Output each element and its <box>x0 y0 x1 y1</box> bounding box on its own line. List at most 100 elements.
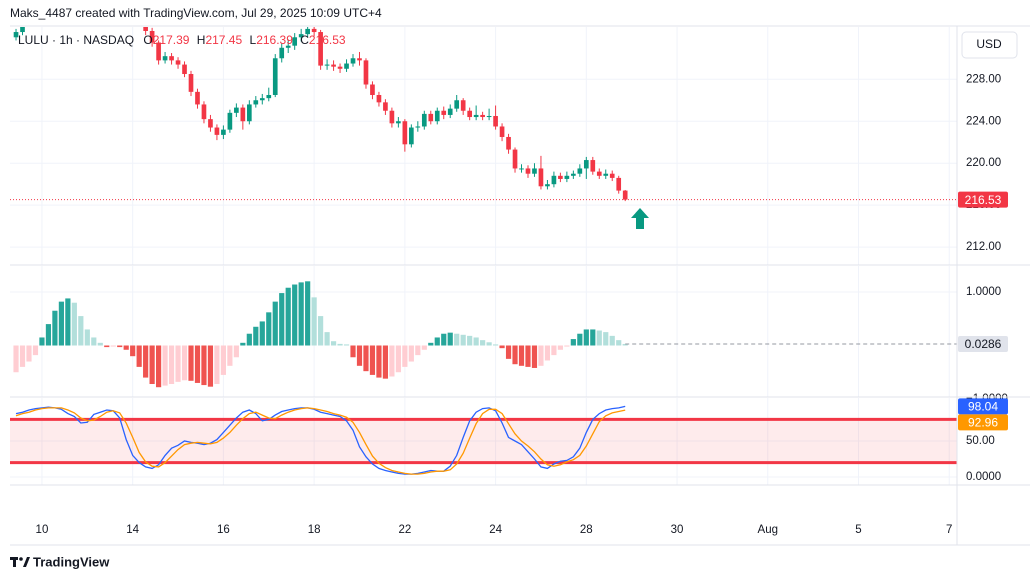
legend-value: 216.39 <box>256 33 293 47</box>
histogram-bar <box>518 345 525 366</box>
histogram-bar <box>305 281 311 346</box>
y-tick-label: 50.00 <box>966 435 995 447</box>
histogram-bar <box>292 284 298 346</box>
histogram-bar <box>434 337 440 346</box>
x-tick-label: 30 <box>671 524 684 536</box>
histogram-bar <box>91 337 97 346</box>
histogram-bar <box>447 332 453 346</box>
x-tick-label: 28 <box>580 524 593 536</box>
histogram-bar <box>337 343 343 346</box>
candle-body <box>214 127 220 135</box>
histogram-bar <box>220 345 226 375</box>
histogram-bar <box>454 333 460 346</box>
y-tick-label: 220.00 <box>966 157 1001 169</box>
histogram-bar <box>149 345 155 385</box>
currency-box[interactable] <box>961 31 1018 59</box>
histogram-bar <box>486 342 492 346</box>
histogram-bar <box>104 345 110 348</box>
candle-body <box>577 168 583 174</box>
histogram-bar <box>512 345 518 365</box>
histogram-bar <box>603 332 609 346</box>
candle-body <box>383 102 388 111</box>
histogram-bar <box>52 310 58 346</box>
histogram-bar <box>408 345 414 362</box>
histogram-bar <box>609 335 615 346</box>
candle-body <box>434 110 440 122</box>
candle-body <box>499 126 505 137</box>
candle-body <box>156 42 161 61</box>
candle-body <box>221 129 226 135</box>
histogram-bar <box>428 342 434 346</box>
value-tag <box>958 398 1008 415</box>
pane <box>10 27 957 265</box>
candle-body <box>285 45 291 48</box>
candle-body <box>279 47 285 59</box>
histogram-bar <box>467 335 473 346</box>
candle-body <box>169 56 174 61</box>
y-tick-label: 0.0000 <box>966 471 1001 483</box>
x-tick-label: 10 <box>36 524 49 536</box>
histogram-bar <box>389 345 395 377</box>
histogram-bar <box>123 345 129 350</box>
footer-brand: TradingView <box>33 554 110 569</box>
histogram-bar <box>324 332 330 346</box>
value-tag <box>958 414 1008 431</box>
histogram-bar <box>551 345 557 356</box>
candle-body <box>402 121 408 145</box>
histogram-bar <box>207 345 214 387</box>
y-tick-label: 228.00 <box>966 73 1001 85</box>
candle-body <box>525 168 531 174</box>
x-tick-label: 14 <box>126 524 139 536</box>
candle-body <box>350 58 356 64</box>
candle-body <box>421 113 427 127</box>
candle-body <box>305 28 310 35</box>
histogram-bar <box>577 333 583 346</box>
oscillator-line <box>15 407 626 475</box>
histogram-bar <box>168 345 175 385</box>
histogram-bar <box>246 333 252 346</box>
value-tag <box>958 191 1008 208</box>
histogram-bar <box>343 344 350 346</box>
legend: LULU · 1h · NASDAQ O217.39 H217.45 L216.… <box>18 33 346 47</box>
legend-value: 217.39 <box>153 33 190 47</box>
candle-body <box>227 112 233 130</box>
histogram-bar <box>285 287 291 346</box>
histogram-bar <box>266 312 272 346</box>
candle-body <box>396 121 401 124</box>
histogram-bar <box>19 345 26 367</box>
histogram-bar <box>499 345 505 349</box>
histogram-bar <box>97 342 103 346</box>
value-tag-label: 92.96 <box>968 416 998 430</box>
legend-label: C <box>300 33 309 47</box>
histogram-bar <box>13 345 19 373</box>
candle-body <box>512 149 518 169</box>
histogram-bar <box>78 316 84 346</box>
candle-body <box>532 168 537 174</box>
value-tag-label: 216.53 <box>965 193 1002 207</box>
candle-body <box>363 60 369 85</box>
candle-body <box>143 27 148 31</box>
candle-body <box>149 30 155 43</box>
histogram-bar <box>279 293 285 346</box>
y-tick-label: 224.00 <box>966 115 1001 127</box>
histogram-bar <box>415 345 421 356</box>
histogram-bar <box>505 345 512 359</box>
x-tick-label: 18 <box>308 524 321 536</box>
histogram-bar <box>162 345 168 386</box>
histogram-bar <box>181 345 188 381</box>
histogram-bar <box>350 345 356 358</box>
histogram-bar <box>557 345 563 350</box>
candle-body <box>480 114 485 118</box>
histogram-bar <box>583 329 589 346</box>
attribution: Maks_4487 created with TradingView.com, … <box>10 6 382 20</box>
candle-body <box>551 175 557 185</box>
histogram-bar <box>188 345 194 381</box>
candle-body <box>409 127 414 145</box>
histogram-bar <box>65 298 71 346</box>
histogram-bar <box>214 345 220 385</box>
currency[interactable]: USD <box>976 37 1002 51</box>
histogram-bar <box>143 345 149 378</box>
histogram-bar <box>421 345 427 350</box>
histogram-bar <box>369 345 376 375</box>
